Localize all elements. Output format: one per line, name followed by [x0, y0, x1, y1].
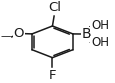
Text: F: F: [48, 69, 56, 82]
Text: B: B: [81, 27, 91, 41]
Text: OH: OH: [90, 19, 108, 32]
Text: Cl: Cl: [48, 1, 61, 14]
Text: —: —: [1, 31, 11, 41]
Text: O: O: [14, 27, 24, 40]
Text: OH: OH: [90, 36, 108, 49]
